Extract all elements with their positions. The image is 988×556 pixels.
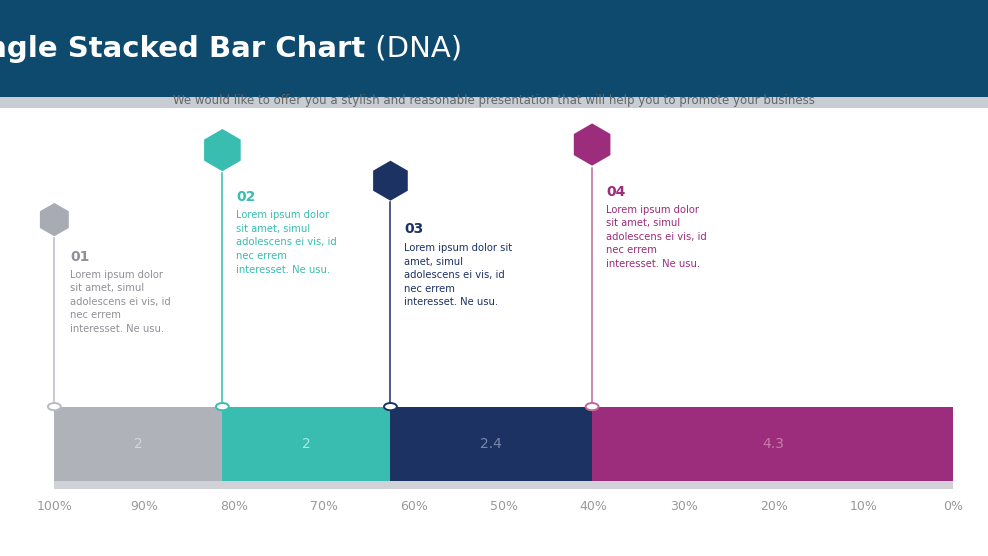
Text: 02: 02: [236, 190, 256, 204]
Text: We would like to offer you a stylish and reasonable presentation that will help : We would like to offer you a stylish and…: [173, 93, 815, 107]
Bar: [54, 406, 222, 481]
Text: Lorem ipsum dolor
sit amet, simul
adolescens ei vis, id
nec errem
interesset. Ne: Lorem ipsum dolor sit amet, simul adoles…: [236, 210, 337, 275]
Bar: [592, 406, 953, 481]
Text: 03: 03: [404, 222, 424, 236]
Text: 2.4: 2.4: [480, 437, 502, 451]
Text: Lorem ipsum dolor sit
amet, simul
adolescens ei vis, id
nec errem
interesset. Ne: Lorem ipsum dolor sit amet, simul adoles…: [404, 243, 513, 307]
Bar: [222, 406, 390, 481]
Text: Single Stacked Bar Chart: Single Stacked Bar Chart: [0, 34, 366, 63]
Text: Lorem ipsum dolor
sit amet, simul
adolescens ei vis, id
nec errem
interesset. Ne: Lorem ipsum dolor sit amet, simul adoles…: [606, 205, 706, 269]
Text: 01: 01: [70, 250, 90, 264]
Text: 4.3: 4.3: [762, 437, 783, 451]
Text: Lorem ipsum dolor
sit amet, simul
adolescens ei vis, id
nec errem
interesset. Ne: Lorem ipsum dolor sit amet, simul adoles…: [70, 270, 171, 334]
Bar: [390, 406, 592, 481]
Text: 2: 2: [302, 437, 311, 451]
Text: 04: 04: [606, 185, 625, 198]
Text: 2: 2: [134, 437, 142, 451]
Bar: [54, 481, 953, 489]
Text: (DNA): (DNA): [366, 34, 461, 63]
